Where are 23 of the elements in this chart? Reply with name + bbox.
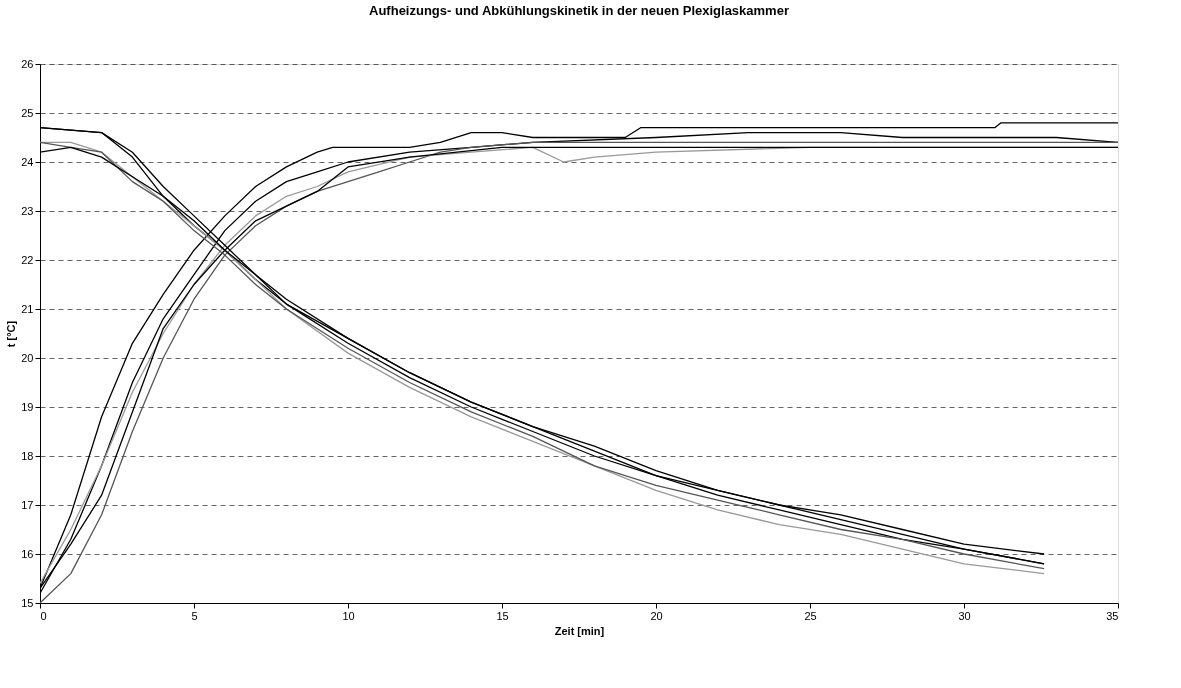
y-tick-label: 19 [21, 400, 34, 413]
y-tick-label: 15 [21, 596, 34, 609]
y-tick-label: 25 [21, 106, 34, 119]
x-tick-label: 30 [958, 609, 971, 622]
x-tick-label: 15 [496, 609, 509, 622]
y-tick-label: 17 [21, 498, 34, 511]
y-tick-label: 21 [21, 302, 34, 315]
y-tick-label: 22 [21, 253, 34, 266]
x-tick-label: 10 [342, 609, 355, 622]
x-tick-label: 0 [40, 609, 47, 622]
y-tick-label: 20 [21, 351, 34, 364]
x-tick-label: 20 [650, 609, 663, 622]
y-axis-title: t [°C] [5, 320, 18, 348]
y-tick-label: 24 [21, 155, 34, 168]
x-axis-title: Zeit [min] [554, 624, 605, 637]
x-tick-label: 35 [1106, 609, 1119, 622]
x-tick-label: 5 [191, 609, 198, 622]
y-tick-label: 16 [21, 547, 34, 560]
y-tick-label: 23 [21, 204, 34, 217]
chart-title: Aufheizungs- und Abkühlungskinetik in der neuen Plexiglaskammer [369, 3, 789, 18]
x-tick-label: 25 [804, 609, 817, 622]
y-tick-label: 26 [21, 57, 34, 70]
y-tick-label: 18 [21, 449, 34, 462]
